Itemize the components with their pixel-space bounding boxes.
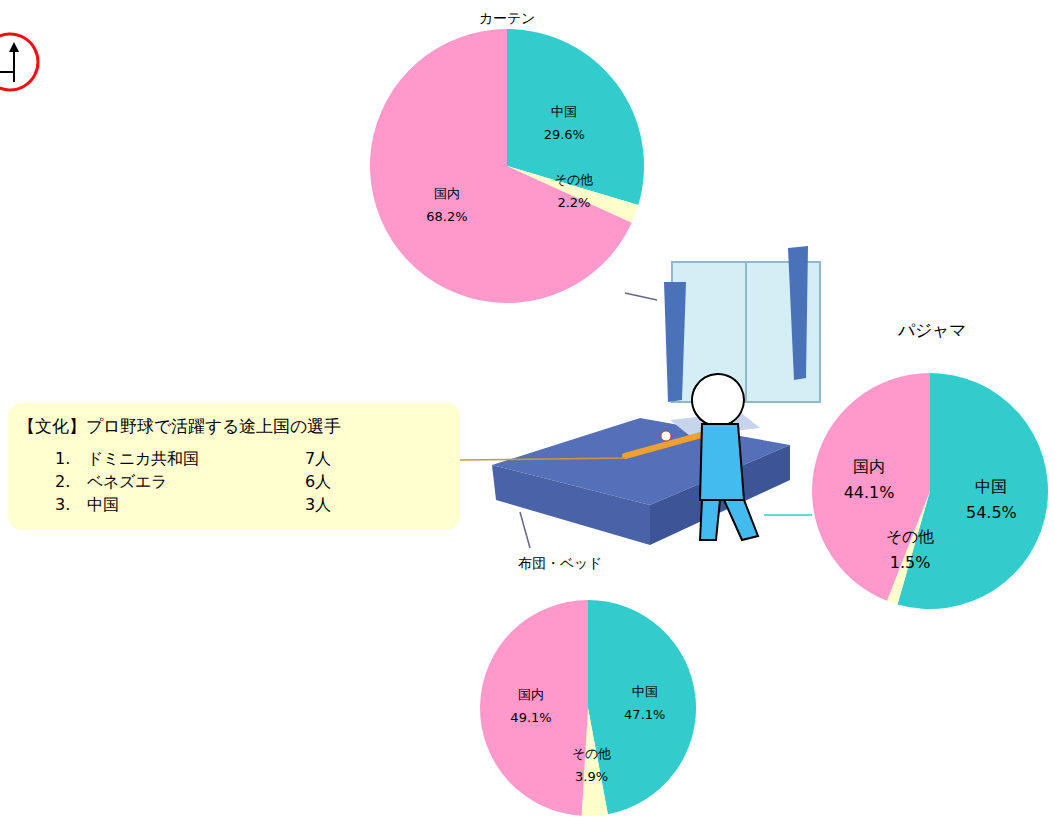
- svg-text:1.: 1.: [55, 449, 70, 468]
- svg-text:2.2%: 2.2%: [557, 195, 590, 210]
- svg-text:68.2%: 68.2%: [426, 209, 467, 224]
- svg-text:カーテン: カーテン: [479, 10, 535, 26]
- svg-text:中国: 中国: [551, 104, 577, 119]
- svg-text:布団・ベッド: 布団・ベッド: [518, 555, 602, 571]
- svg-text:49.1%: 49.1%: [510, 710, 551, 725]
- svg-text:【文化】プロ野球で活躍する途上国の選手: 【文化】プロ野球で活躍する途上国の選手: [18, 416, 341, 436]
- svg-text:中国: 中国: [87, 495, 119, 514]
- svg-text:ドミニカ共和国: ドミニカ共和国: [87, 449, 199, 468]
- svg-text:2.: 2.: [55, 472, 70, 491]
- svg-text:中国: 中国: [632, 684, 658, 699]
- svg-text:中国: 中国: [975, 477, 1007, 496]
- svg-text:1.5%: 1.5%: [890, 553, 931, 572]
- svg-text:3人: 3人: [305, 495, 331, 514]
- svg-text:29.6%: 29.6%: [544, 127, 585, 142]
- svg-text:3.9%: 3.9%: [575, 769, 608, 784]
- svg-text:3.: 3.: [55, 495, 70, 514]
- svg-text:パジャマ: パジャマ: [897, 320, 966, 340]
- svg-text:ベネズエラ: ベネズエラ: [87, 472, 167, 491]
- svg-text:7人: 7人: [305, 449, 331, 468]
- svg-text:54.5%: 54.5%: [966, 503, 1017, 522]
- svg-text:国内: 国内: [853, 457, 885, 476]
- svg-text:その他: その他: [886, 527, 934, 546]
- svg-text:国内: 国内: [518, 687, 544, 702]
- svg-text:44.1%: 44.1%: [844, 483, 895, 502]
- svg-text:6人: 6人: [305, 472, 331, 491]
- svg-text:その他: その他: [572, 746, 611, 761]
- svg-text:その他: その他: [554, 172, 593, 187]
- svg-text:国内: 国内: [434, 186, 460, 201]
- svg-text:47.1%: 47.1%: [624, 707, 665, 722]
